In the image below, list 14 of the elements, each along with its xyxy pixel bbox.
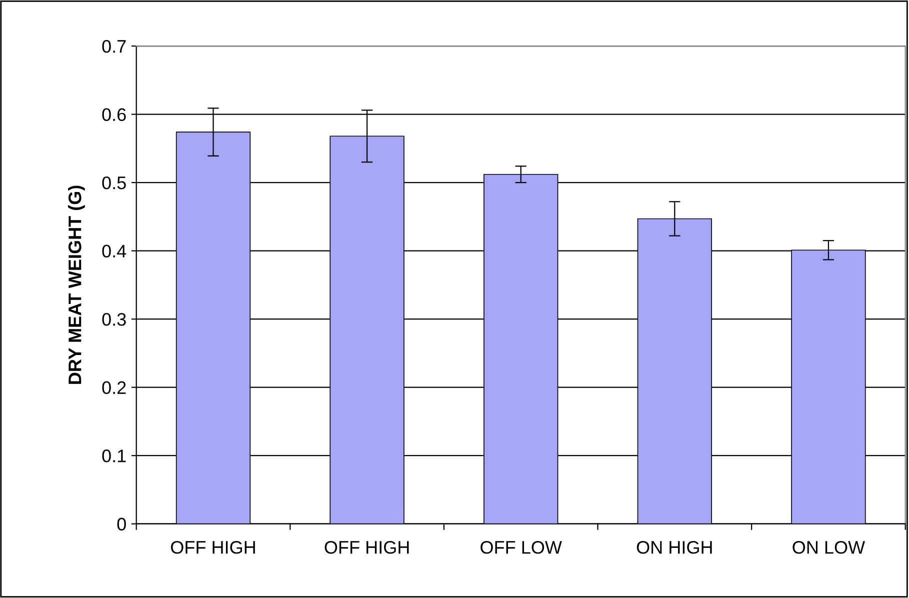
x-tick-label: ON HIGH — [636, 540, 712, 554]
y-tick-label: 0.1 — [102, 450, 126, 462]
y-tick-label: 0.7 — [102, 40, 126, 53]
x-tick-label: OFF HIGH — [324, 540, 409, 554]
y-tick-label: 0 — [117, 518, 126, 531]
x-tick-label: ON LOW — [792, 540, 866, 554]
y-tick-label: 0.6 — [102, 108, 126, 122]
y-axis-title: DRY MEAT WEIGHT (G) — [68, 186, 85, 384]
y-tick-label: 0.2 — [102, 381, 126, 394]
x-tick-label: OFF LOW — [480, 540, 562, 554]
y-tick-label: 0.5 — [102, 176, 126, 190]
x-tick-label: OFF HIGH — [170, 540, 255, 554]
y-tick-label: 0.4 — [102, 244, 126, 258]
y-tick-label: 0.3 — [102, 313, 126, 326]
